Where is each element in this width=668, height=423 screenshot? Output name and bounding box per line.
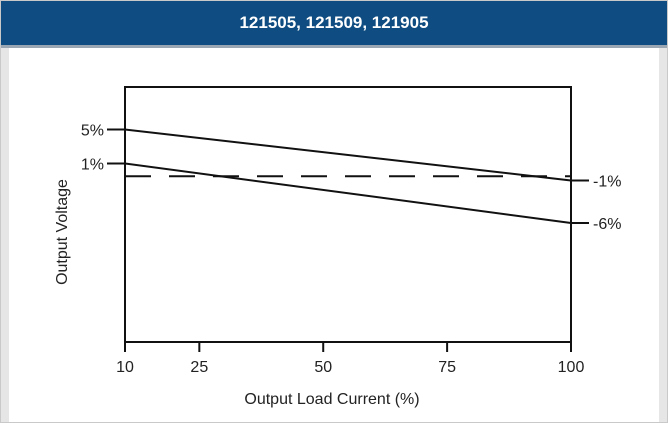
left-border bbox=[1, 48, 9, 422]
plot-area bbox=[124, 86, 572, 343]
x-tick-label: 10 bbox=[116, 359, 134, 376]
start-value-label: 5% bbox=[81, 123, 104, 140]
x-tick-label: 75 bbox=[438, 359, 456, 376]
series-line bbox=[124, 128, 572, 182]
start-value-label: 1% bbox=[81, 157, 104, 174]
x-axis-ticks: 10 25 50 75 100 bbox=[116, 342, 584, 376]
y-axis-title: Output Voltage bbox=[54, 179, 71, 285]
x-tick-label: 50 bbox=[314, 359, 332, 376]
chart-title: 121505, 121509, 121905 bbox=[1, 1, 667, 45]
end-value-label: -1% bbox=[593, 174, 621, 191]
series-labels: 5% -1% 1% -6% bbox=[81, 123, 622, 234]
series-lines bbox=[124, 128, 572, 224]
x-axis-title: Output Load Current (%) bbox=[244, 391, 419, 408]
x-tick-label: 25 bbox=[190, 359, 208, 376]
end-value-label: -6% bbox=[593, 216, 621, 233]
series-line bbox=[124, 162, 572, 224]
right-border bbox=[659, 48, 667, 422]
header-divider bbox=[1, 45, 667, 48]
x-tick-label: 100 bbox=[558, 359, 585, 376]
